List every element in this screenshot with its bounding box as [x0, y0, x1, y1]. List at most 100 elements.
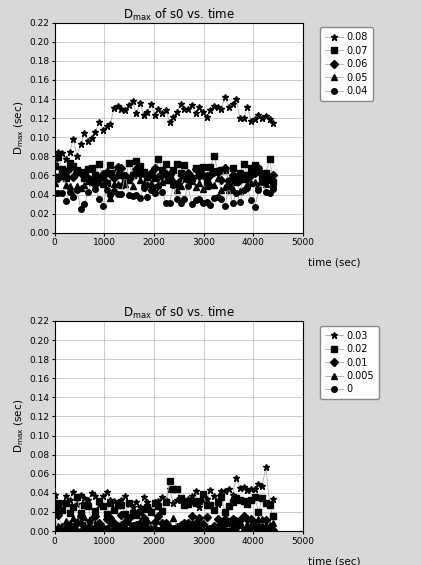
0.02 — [271, 513, 276, 520]
0.08 — [52, 158, 57, 165]
0.07 — [89, 164, 94, 171]
0.03 — [149, 506, 154, 513]
0.02 — [93, 507, 98, 514]
0.01 — [134, 522, 139, 529]
Text: time (sec): time (sec) — [308, 557, 361, 565]
0.01 — [130, 523, 135, 529]
0.005 — [123, 523, 128, 529]
0.005 — [60, 528, 65, 534]
0.04 — [123, 171, 128, 178]
0.04 — [197, 195, 202, 202]
0.02 — [119, 502, 124, 509]
0 — [237, 522, 242, 529]
0.07 — [52, 162, 57, 169]
0.08 — [123, 106, 128, 113]
0.08 — [89, 134, 94, 141]
0.05 — [112, 181, 117, 188]
0.07 — [211, 153, 216, 159]
Y-axis label: D$_\mathrm{max}$ (sec): D$_\mathrm{max}$ (sec) — [13, 399, 26, 453]
0.005 — [197, 521, 202, 528]
0.005 — [130, 521, 135, 528]
0.05 — [119, 181, 124, 188]
0.005 — [52, 525, 57, 532]
0.02 — [167, 478, 172, 485]
0.02 — [197, 498, 202, 505]
0.005 — [115, 522, 120, 529]
0.05 — [52, 179, 57, 186]
0.03 — [264, 464, 269, 471]
0.04 — [93, 185, 98, 192]
0.08 — [189, 102, 195, 108]
0.01 — [52, 527, 57, 533]
0.07 — [130, 171, 135, 178]
0 — [108, 528, 113, 534]
0.04 — [130, 192, 135, 199]
0 — [126, 527, 131, 534]
Line: 0.05: 0.05 — [52, 170, 276, 201]
Title: D$_\mathrm{max}$ of s0 vs. time: D$_\mathrm{max}$ of s0 vs. time — [123, 305, 235, 321]
0.07 — [104, 180, 109, 186]
0.06 — [89, 177, 94, 184]
0.02 — [130, 510, 135, 516]
0.07 — [193, 165, 198, 172]
Legend: 0.08, 0.07, 0.06, 0.05, 0.04: 0.08, 0.07, 0.06, 0.05, 0.04 — [320, 28, 373, 101]
0.02 — [52, 506, 57, 513]
Line: 0.005: 0.005 — [52, 514, 276, 534]
0.005 — [97, 525, 102, 532]
0.08 — [223, 94, 228, 101]
0.005 — [82, 514, 87, 520]
Title: D$_\mathrm{max}$ of s0 vs. time: D$_\mathrm{max}$ of s0 vs. time — [123, 6, 235, 23]
Line: 0.06: 0.06 — [52, 164, 276, 187]
0.04 — [52, 189, 57, 196]
Legend: 0.03, 0.02, 0.01, 0.005, 0: 0.03, 0.02, 0.01, 0.005, 0 — [320, 326, 379, 399]
Line: 0.08: 0.08 — [51, 94, 277, 165]
0.05 — [271, 181, 276, 188]
0 — [189, 527, 195, 534]
Text: time (sec): time (sec) — [308, 258, 361, 268]
0.005 — [271, 520, 276, 527]
0.07 — [112, 170, 117, 176]
0.01 — [123, 519, 128, 525]
0 — [115, 527, 120, 534]
0.04 — [112, 187, 117, 194]
Y-axis label: D$_\mathrm{max}$ (sec): D$_\mathrm{max}$ (sec) — [13, 101, 26, 155]
0.08 — [108, 120, 113, 127]
0.06 — [130, 171, 135, 178]
0.02 — [89, 517, 94, 524]
0 — [271, 528, 276, 534]
0.06 — [119, 165, 124, 172]
0.08 — [126, 102, 131, 108]
Line: 0.01: 0.01 — [52, 512, 276, 534]
0.05 — [108, 195, 113, 202]
0.03 — [89, 489, 94, 496]
0.03 — [108, 497, 113, 504]
Line: 0: 0 — [52, 523, 276, 534]
0.08 — [271, 119, 276, 126]
0.01 — [89, 525, 94, 532]
0.04 — [271, 186, 276, 193]
0.06 — [126, 176, 131, 182]
0.02 — [126, 499, 131, 506]
0.07 — [126, 160, 131, 167]
0.03 — [193, 488, 198, 495]
0.05 — [134, 169, 139, 176]
0.06 — [174, 181, 179, 188]
Line: 0.02: 0.02 — [52, 479, 276, 523]
0.06 — [271, 171, 276, 178]
0 — [123, 526, 128, 533]
0 — [89, 527, 94, 534]
0.08 — [115, 103, 120, 110]
0.03 — [271, 496, 276, 503]
0.005 — [134, 523, 139, 530]
0.04 — [119, 191, 124, 198]
0.01 — [271, 527, 276, 533]
0.03 — [126, 501, 131, 508]
Line: 0.03: 0.03 — [51, 464, 277, 513]
0.03 — [123, 492, 128, 499]
0.01 — [197, 515, 202, 521]
0.05 — [197, 180, 202, 186]
0.02 — [112, 507, 117, 514]
Line: 0.04: 0.04 — [52, 172, 276, 212]
0.06 — [115, 163, 120, 170]
0.07 — [119, 172, 124, 179]
